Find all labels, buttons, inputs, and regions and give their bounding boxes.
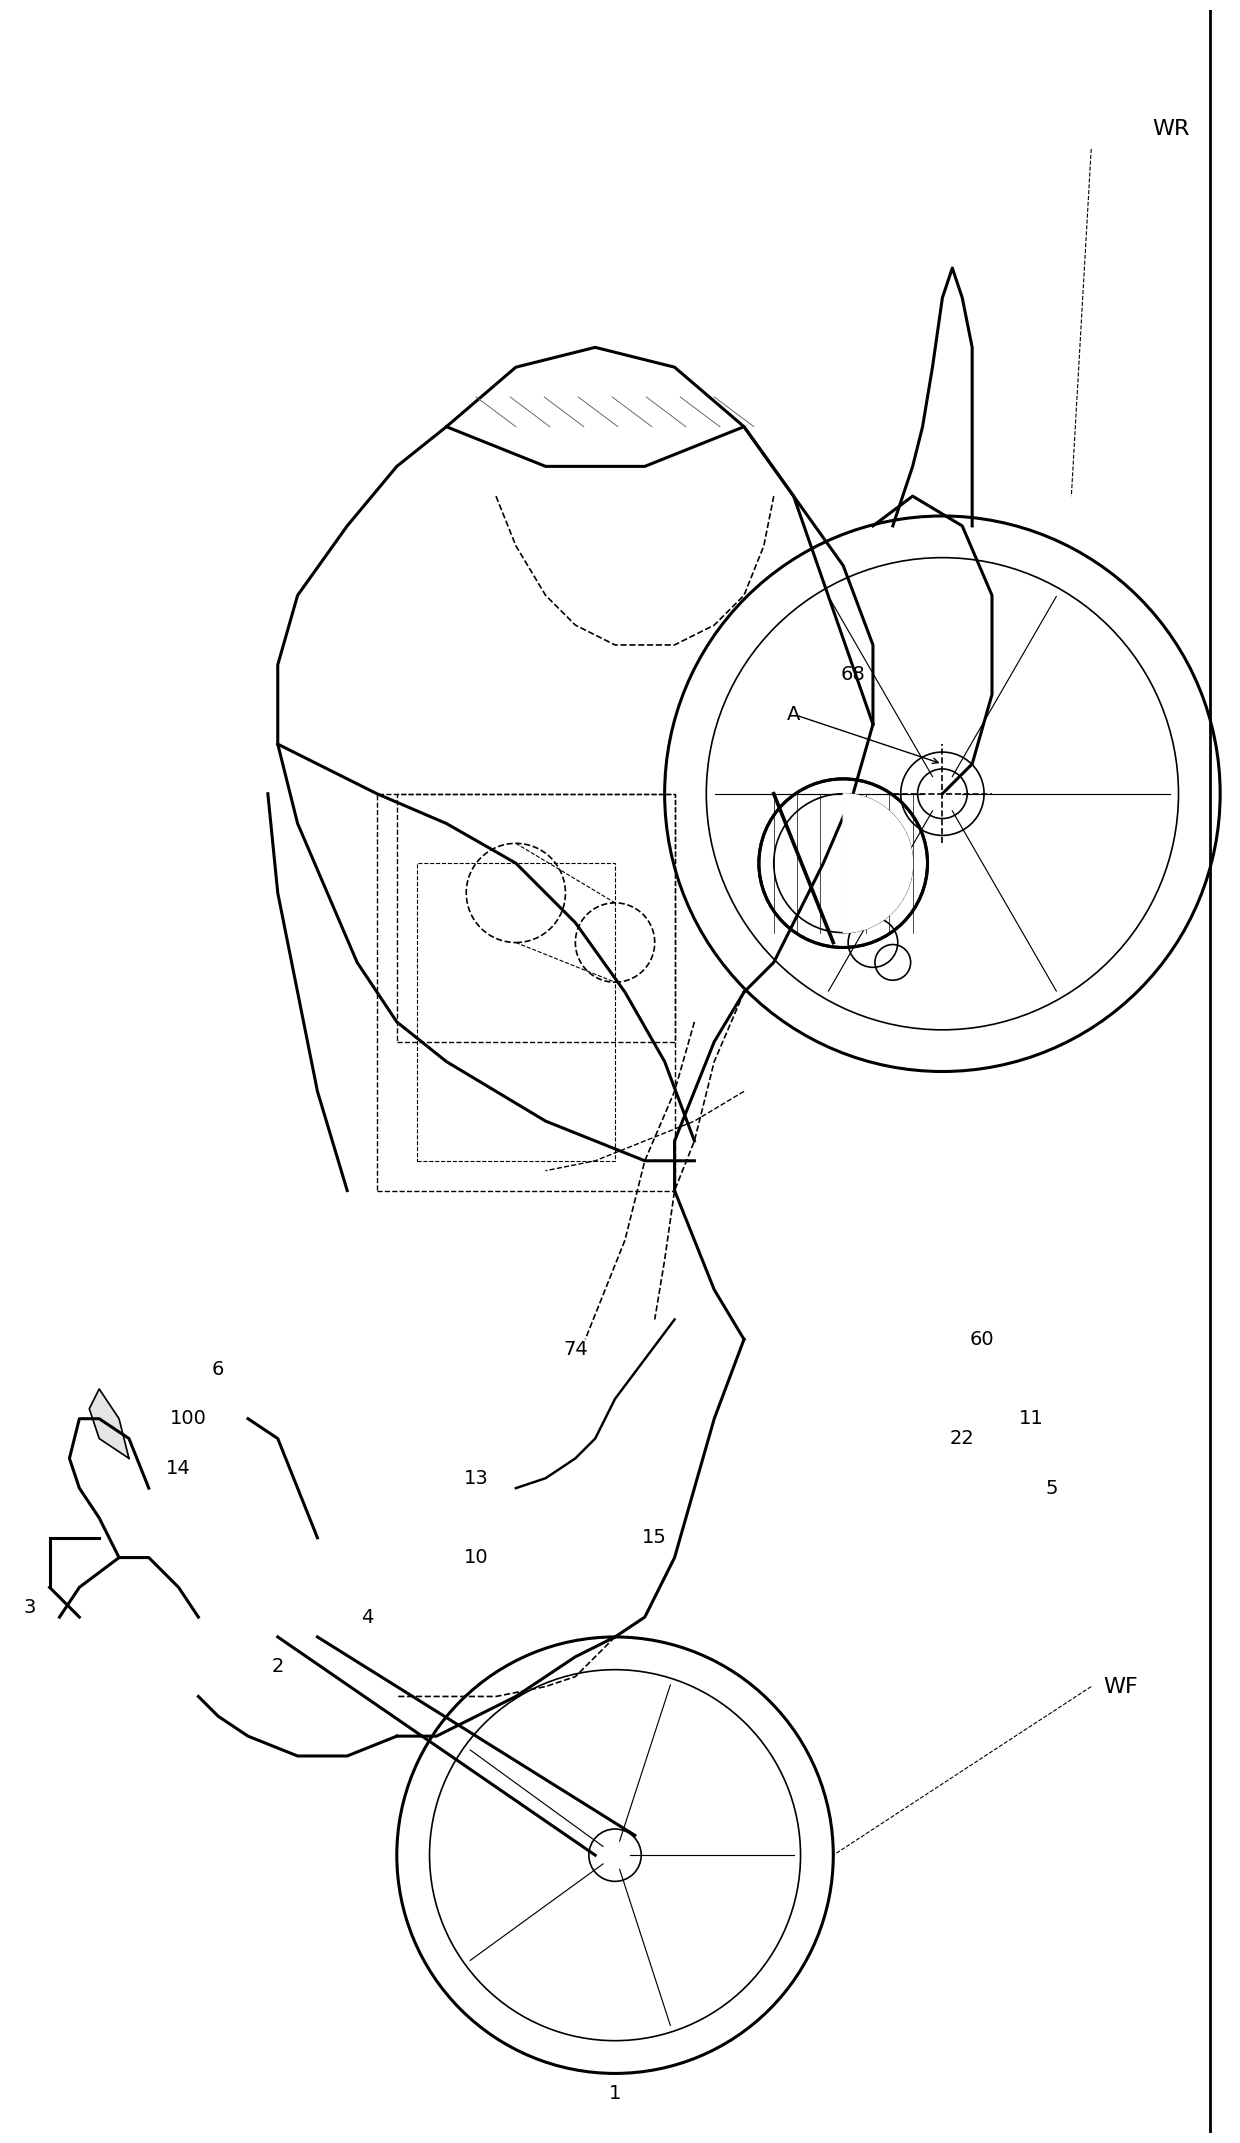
Text: 10: 10: [464, 1547, 489, 1567]
Text: A: A: [787, 705, 800, 724]
Text: 13: 13: [464, 1468, 489, 1487]
Text: 14: 14: [166, 1459, 191, 1479]
Text: 1: 1: [609, 2083, 621, 2102]
Text: 4: 4: [361, 1607, 373, 1627]
Text: WR: WR: [1152, 120, 1189, 139]
Text: 5: 5: [1045, 1479, 1058, 1498]
Text: 15: 15: [642, 1528, 667, 1547]
Text: 6: 6: [212, 1359, 224, 1378]
Bar: [417, 864, 615, 1162]
Bar: [377, 793, 675, 1192]
Text: 22: 22: [950, 1429, 975, 1449]
Text: 60: 60: [970, 1331, 994, 1348]
Text: 68: 68: [841, 664, 866, 684]
Text: WF: WF: [1104, 1676, 1138, 1697]
Text: 3: 3: [24, 1599, 36, 1616]
Polygon shape: [89, 1389, 129, 1459]
Text: 100: 100: [170, 1410, 207, 1427]
Text: 74: 74: [563, 1339, 588, 1359]
Text: 2: 2: [272, 1657, 284, 1676]
Polygon shape: [843, 793, 913, 932]
Bar: [397, 793, 675, 1041]
Text: 11: 11: [1019, 1410, 1044, 1427]
